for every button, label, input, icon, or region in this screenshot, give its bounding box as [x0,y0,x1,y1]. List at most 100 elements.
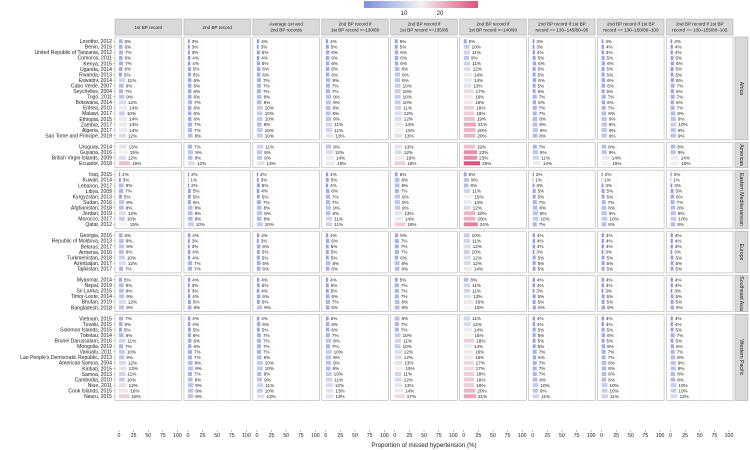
bar [187,299,191,304]
bar-value-label: 6% [125,322,132,327]
bar-value-label: 6% [193,344,200,349]
bar [601,255,605,260]
panel-header-strip [390,18,458,36]
bar [532,189,536,194]
bar [670,194,675,199]
bar-value-label: 9% [471,56,478,61]
bar-value-label: 4% [261,289,268,294]
panel-header-strip [459,18,527,36]
bar-value-label: 10% [541,383,550,388]
bar-value-label: 3% [674,250,681,255]
bar [463,211,476,216]
bar [532,344,536,349]
country-label: Tajikistan, 2017 [77,266,112,272]
bar-value-label: 5% [675,72,682,77]
bar-value-label: 4% [675,233,682,238]
panel-header-label: 2nd BP record if 1st BP [676,22,724,27]
bar [187,338,192,343]
bar-value-label: 7% [332,300,339,305]
bar [532,133,538,138]
bar-value-label: 6% [193,89,200,94]
bar-value-label: 9% [609,211,616,216]
x-tick-label: 50 [559,433,565,439]
bar-value-label: 8% [126,333,133,338]
bar [394,349,402,354]
bar-value-label: 9% [126,294,133,299]
x-tick-label: 0 [669,433,672,439]
bar-value-label: 4% [537,50,544,55]
bar-value-label: 7% [194,372,201,377]
bar-value-label: 6% [538,78,545,83]
bar [394,55,399,60]
bar-value-label: 6% [125,45,132,50]
bar [463,299,474,304]
x-tick-label: 50 [214,433,220,439]
bar-value-label: 9% [126,244,133,249]
bar [394,366,404,371]
bar [256,377,263,382]
bar-value-label: 5% [262,327,269,332]
bar-value-label: 11% [334,128,343,133]
bar-value-label: 6% [262,322,269,327]
bar [601,94,606,99]
bar [601,211,607,216]
country-label: Eritrea, 2010 [83,106,112,112]
bar-value-label: 8% [195,205,202,210]
bar-value-label: 12% [128,300,137,305]
bar-value-label: 15% [130,222,139,227]
country-label: Cambodia, 2010 [75,377,113,383]
x-tick-label: 0 [600,433,603,439]
bar [325,78,331,83]
bar [532,288,535,293]
x-tick-label: 50 [697,433,703,439]
bar [532,283,536,288]
bar-value-label: 18% [476,383,485,388]
bar [119,183,124,188]
bar [394,266,400,271]
bar [187,294,191,299]
bar-value-label: 6% [607,305,614,310]
region-strip-bg [734,36,749,141]
bar [119,255,125,260]
bar-value-label: 7% [263,344,270,349]
country-label: Nauru, 2015 [84,394,112,400]
bar [532,94,537,99]
bar [119,383,127,388]
bar-value-label: 8% [126,250,133,255]
bar-value-label: 12% [128,155,137,160]
bar-value-label: 6% [193,106,200,111]
bar-value-label: 7% [332,200,339,205]
bar-value-label: 6% [607,61,614,66]
bar-value-label: 5% [675,261,682,266]
bar [463,155,478,160]
bar-value-label: 9% [126,200,133,205]
x-axis: 0 25 50 75 100 [669,430,733,439]
bar-value-label: 14% [336,155,345,160]
bar [670,67,674,72]
bar [256,67,261,72]
bar [601,349,606,354]
bar [601,316,604,321]
bar-value-label: 7% [194,355,201,360]
bar [394,360,403,365]
bar [187,327,191,332]
bar-value-label: 9% [402,200,409,205]
country-label: Brunei Darussalam, 2016 [55,339,113,345]
bar-value-label: 5% [607,89,614,94]
bar [256,266,261,271]
bar-value-label: 16% [475,300,484,305]
bar [325,266,330,271]
bar-value-label: 20% [477,133,486,138]
bar [187,394,194,399]
bar [325,277,329,282]
bar [256,122,262,127]
bar [187,211,193,216]
bar [463,233,470,238]
bar [394,116,402,121]
bar [256,116,263,121]
bar-value-label: 10% [265,133,274,138]
bar-value-label: 12% [404,355,413,360]
bar [601,338,605,343]
bar [187,189,191,194]
bar [119,67,123,72]
